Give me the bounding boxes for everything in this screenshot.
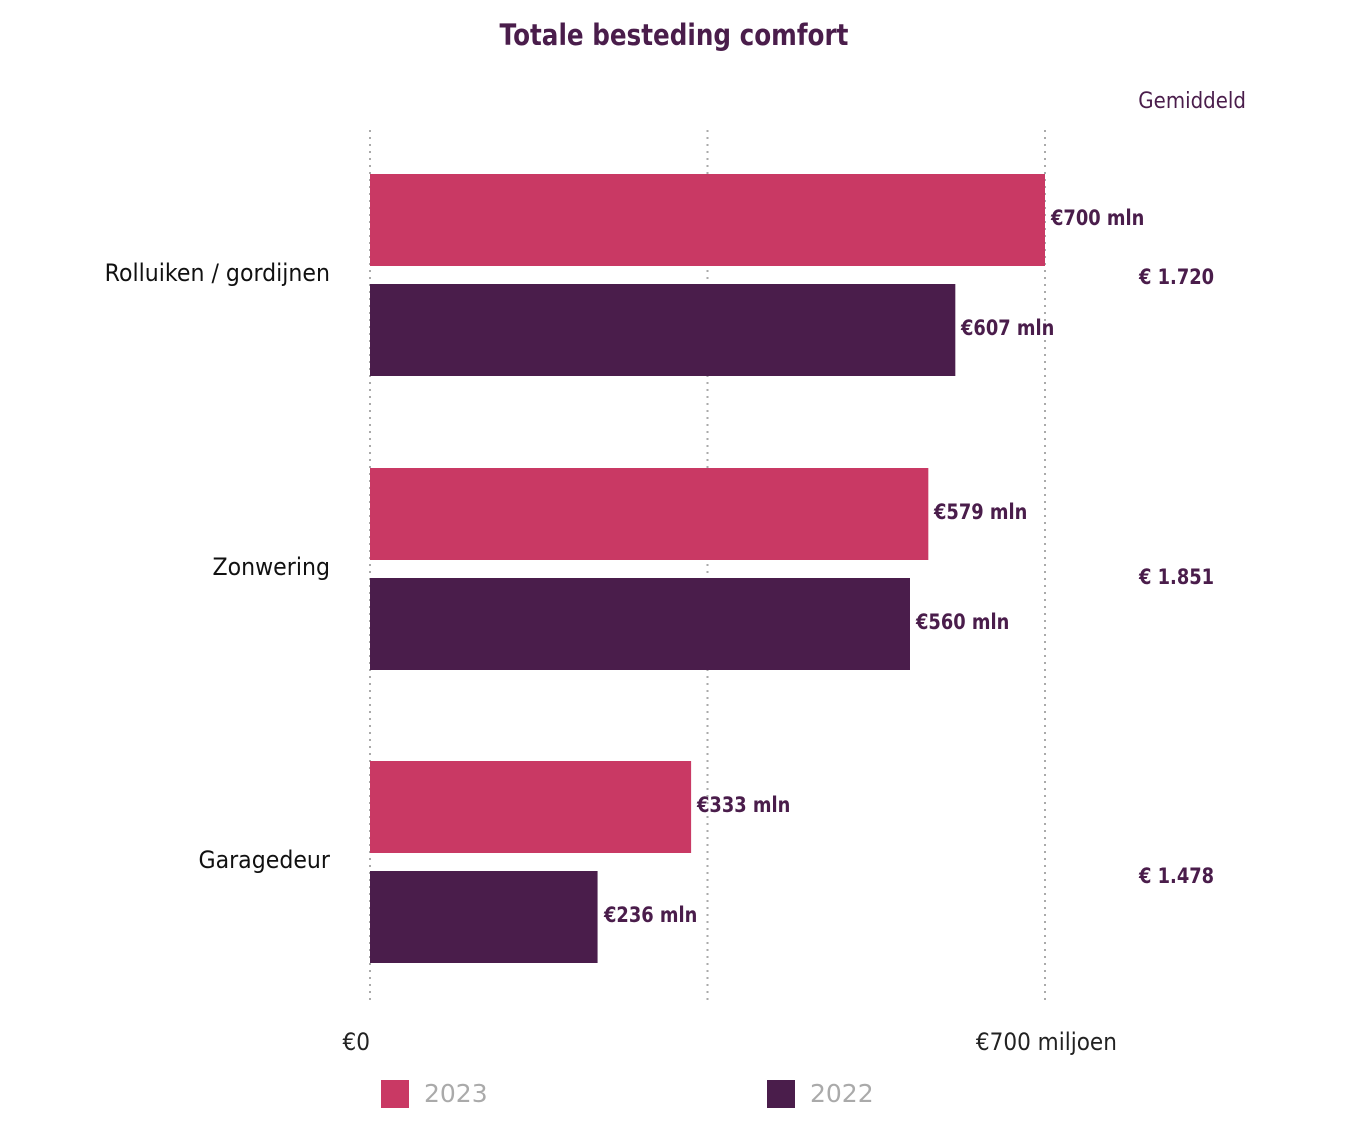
- bar-2022: [370, 284, 956, 376]
- legend-label: 2022: [810, 1079, 874, 1108]
- data-label: €579 mln: [934, 500, 1028, 524]
- data-label: €236 mln: [603, 903, 697, 927]
- category-label: Zonwering: [212, 553, 330, 581]
- legend-item-2023: 2023: [381, 1079, 488, 1108]
- bar-2023: [370, 468, 929, 560]
- average-value: € 1.478: [1139, 864, 1215, 888]
- bar-2023: [370, 174, 1045, 266]
- data-label: €333 mln: [697, 793, 791, 817]
- average-value: € 1.851: [1139, 565, 1215, 589]
- data-label: €700 mln: [1051, 206, 1145, 230]
- x-tick-0: €0: [342, 1028, 371, 1056]
- bar-2022: [370, 871, 598, 963]
- legend-swatch-2022: [767, 1079, 795, 1108]
- data-label: €560 mln: [916, 610, 1010, 634]
- x-tick-700: €700 miljoen: [975, 1028, 1117, 1056]
- category-label: Rolluiken / gordijnen: [104, 259, 330, 287]
- category-label: Garagedeur: [198, 846, 330, 874]
- legend-swatch-2023: [381, 1079, 409, 1108]
- bar-2022: [370, 578, 910, 670]
- average-value: € 1.720: [1139, 265, 1215, 289]
- bar-2023: [370, 761, 692, 853]
- data-label: €607 mln: [961, 316, 1055, 340]
- average-header: Gemiddeld: [1138, 89, 1246, 114]
- chart-title: Totale besteding comfort: [499, 18, 849, 52]
- legend-label: 2023: [424, 1079, 488, 1108]
- legend-item-2022: 2022: [767, 1079, 874, 1108]
